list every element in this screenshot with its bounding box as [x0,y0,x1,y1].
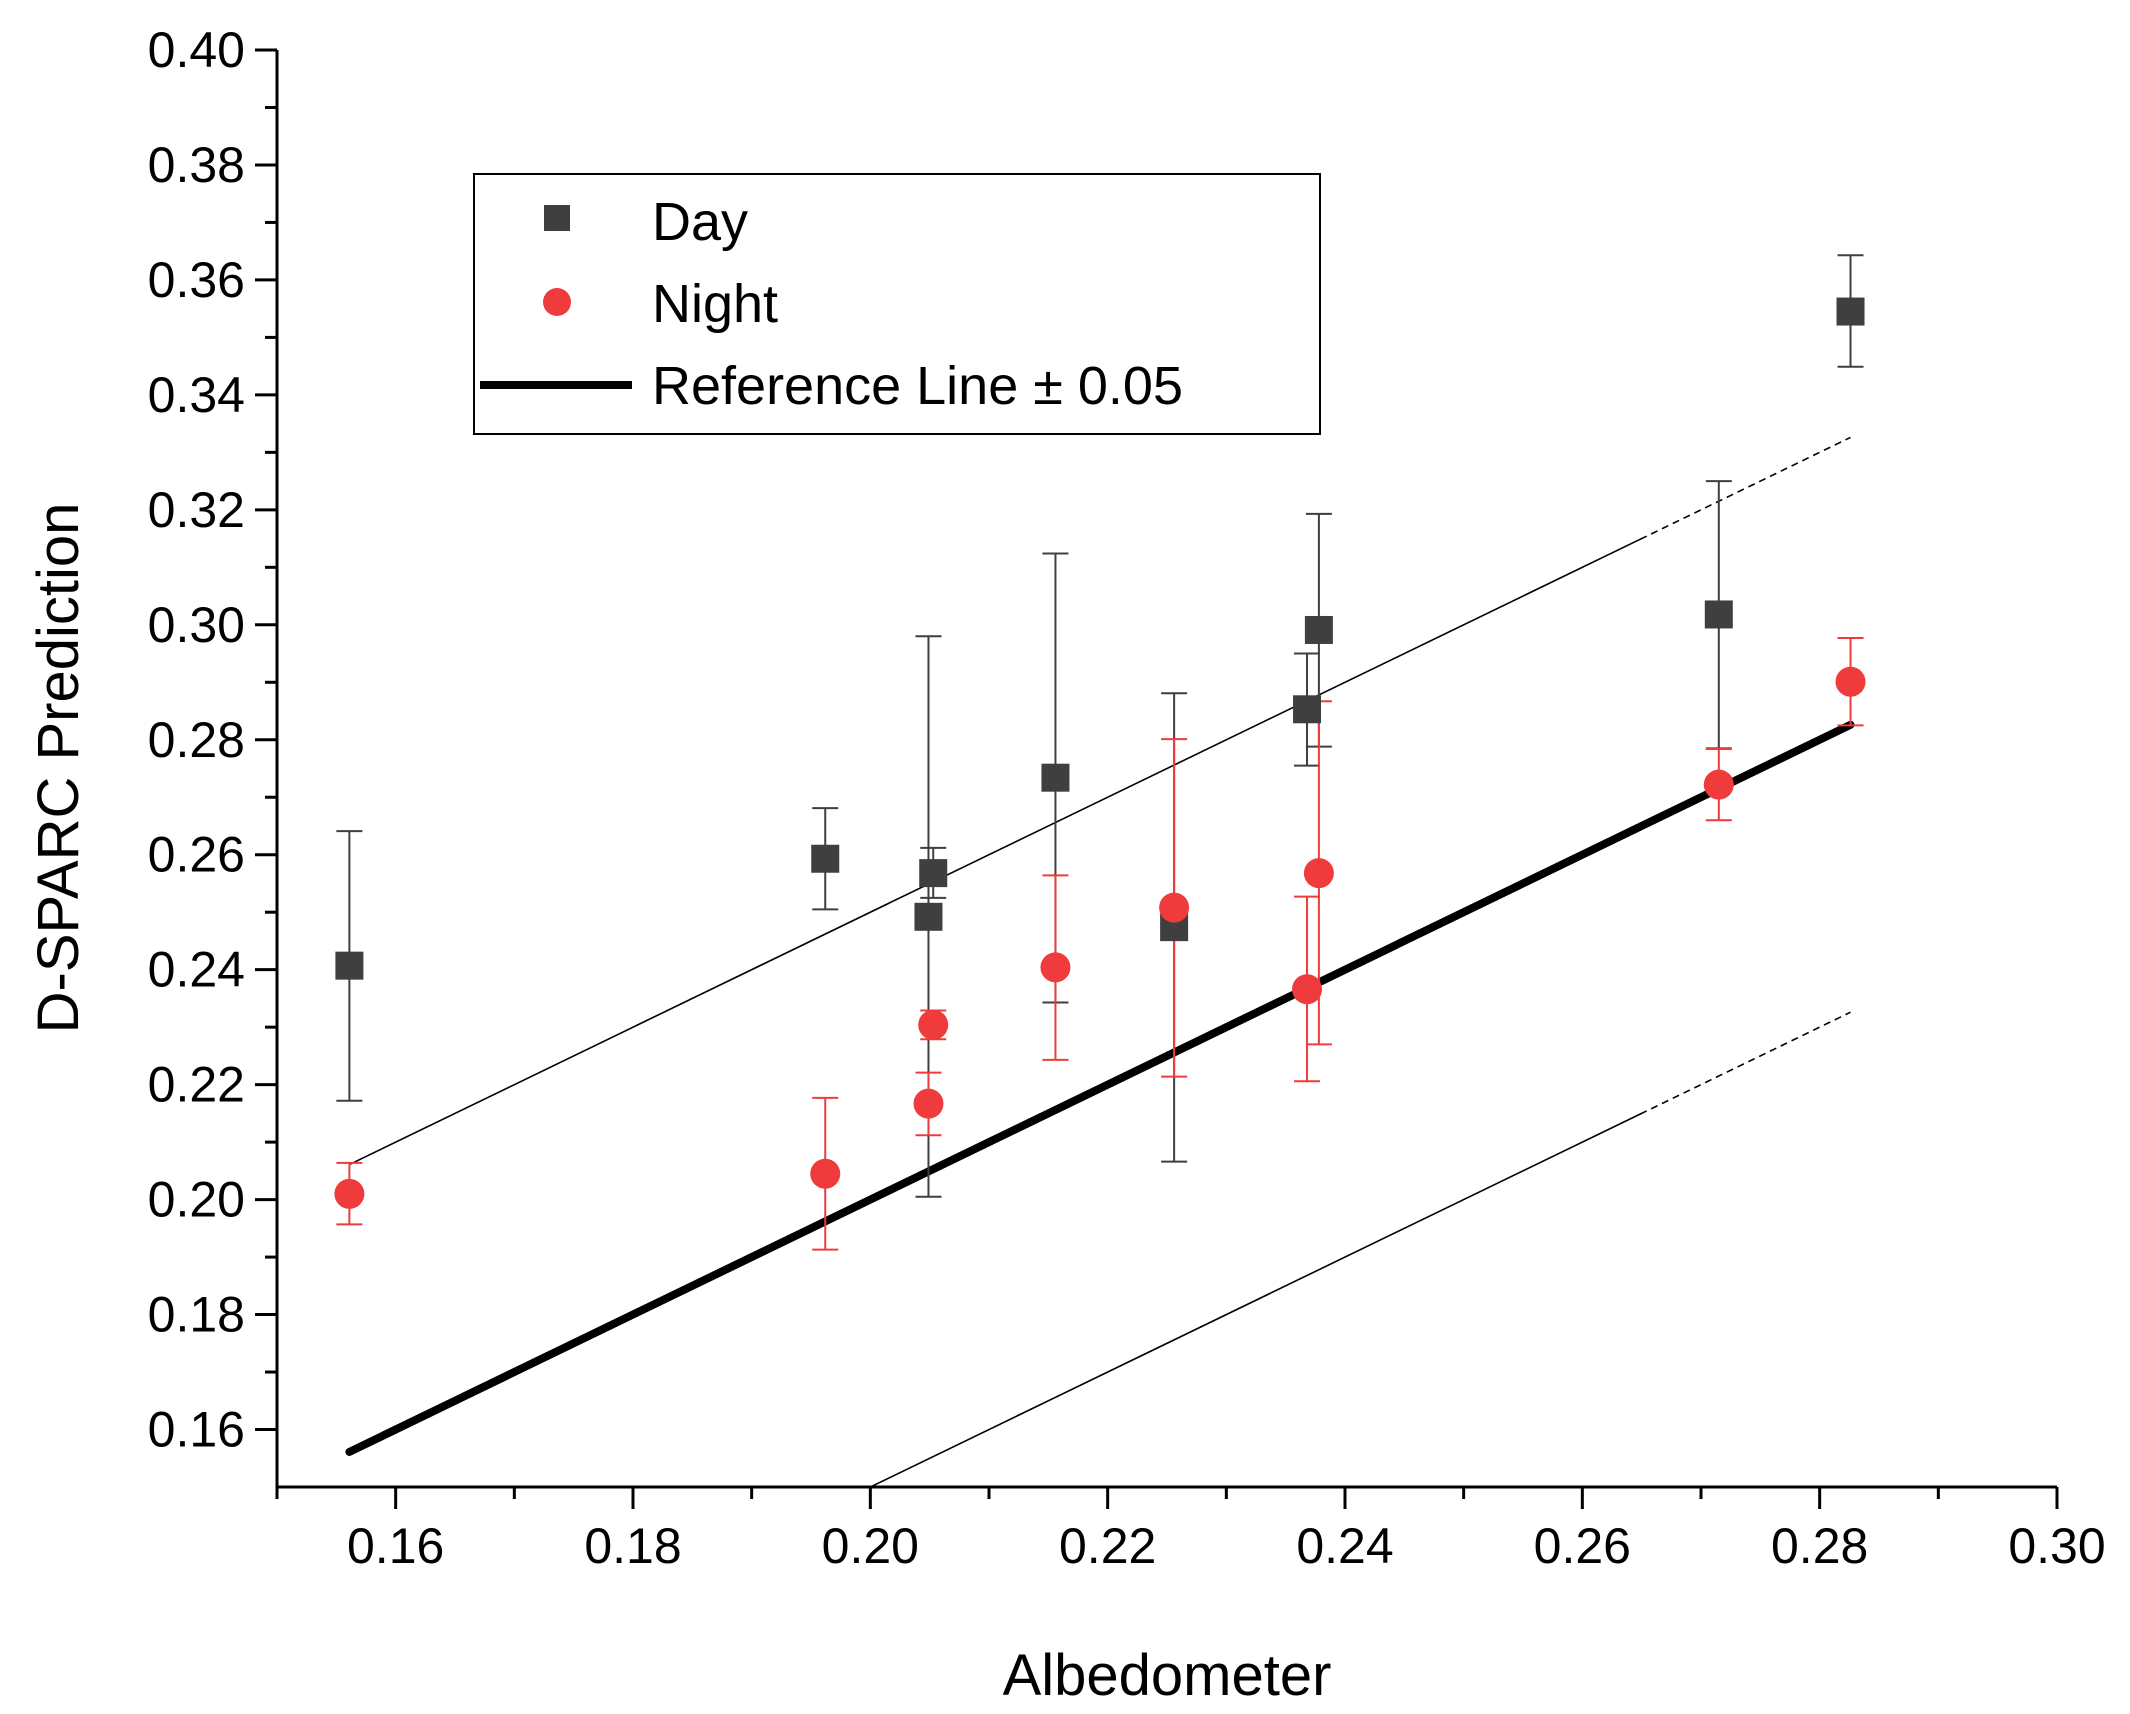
night-point [1292,974,1323,1005]
reference-line [345,720,1855,1456]
y-tick-label: 0.34 [148,367,245,423]
night-point [1703,769,1734,800]
upper-bound-line-extension [1640,436,1851,540]
day-point [1293,695,1322,724]
y-tick-label: 0.32 [148,482,245,538]
day-point [335,951,364,980]
x-axis-label: Albedometer [1003,1643,1332,1708]
y-tick-label: 0.26 [148,827,245,883]
y-tick-label: 0.24 [148,942,245,998]
x-tick-label: 0.24 [1296,1518,1393,1574]
y-tick-label: 0.28 [148,712,245,768]
legend-night-marker [543,288,571,316]
day-point [919,859,948,888]
legend-box [473,173,1321,435]
night-point [810,1158,841,1189]
y-tick-label: 0.18 [148,1287,245,1343]
y-axis-label: D-SPARC Prediction [26,503,91,1034]
ticks: 0.16 0.18 0.20 0.22 0.24 0.26 0.28 0.30 0.16 0.18… [148,22,2106,1574]
y-tick-label: 0.20 [148,1172,245,1228]
axes [275,50,2057,1489]
day-point [1704,600,1733,629]
y-tick-label: 0.22 [148,1057,245,1113]
day-point [1304,615,1333,644]
upper-bound-line [348,538,1642,1166]
day-point [914,902,943,931]
lower-bound-line-extension [1640,1011,1851,1115]
night-point [913,1088,944,1119]
x-tick-label: 0.16 [347,1518,444,1574]
night-point [1835,666,1866,697]
legend-day-marker [544,205,570,231]
x-tick-label: 0.20 [822,1518,919,1574]
y-tick-label: 0.36 [148,252,245,308]
day-point [1836,297,1865,326]
legend-reference-label: Reference Line ± 0.05 [652,356,1183,416]
day-point [1041,763,1070,792]
lower-bound-line [868,1113,1642,1487]
day-point [811,844,840,873]
y-tick-label: 0.40 [148,22,245,78]
reference-lines [345,436,1855,1487]
y-tick-label: 0.16 [148,1402,245,1458]
night-point [918,1009,949,1040]
x-tick-label: 0.28 [1771,1518,1868,1574]
x-tick-label: 0.26 [1534,1518,1631,1574]
data-markers [334,297,1866,1209]
x-tick-label: 0.18 [584,1518,681,1574]
legend: Day Night Reference Line ± 0.05 [473,173,1321,435]
night-point [1040,952,1071,983]
night-point [1159,892,1190,923]
night-point [334,1178,365,1209]
legend-night-label: Night [652,274,778,334]
y-tick-label: 0.38 [148,137,245,193]
y-tick-label: 0.30 [148,597,245,653]
legend-day-label: Day [652,192,748,252]
night-point [1303,858,1334,889]
x-tick-label: 0.30 [2008,1518,2105,1574]
x-tick-label: 0.22 [1059,1518,1156,1574]
